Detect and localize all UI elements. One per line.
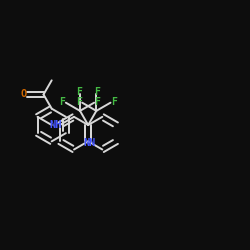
Text: F: F [76,86,82,97]
Text: NH: NH [49,120,62,130]
Text: F: F [94,97,100,107]
Text: N: N [83,138,89,147]
Text: O: O [21,90,27,100]
Text: F: F [60,97,66,107]
Text: N: N [88,138,94,147]
Text: F: F [111,97,117,107]
Text: F: F [94,86,100,97]
Text: F: F [76,97,82,107]
